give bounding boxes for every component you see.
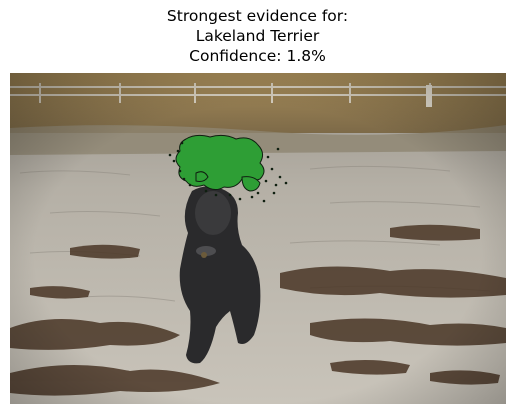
title-line-2: Lakeland Terrier [195,27,320,45]
figure-title: Strongest evidence for: Lakeland Terrier… [0,6,515,66]
beach-photo [10,73,506,404]
title-line-1: Strongest evidence for: [166,7,349,25]
title-line-3: Confidence: 1.8% [189,47,326,65]
saliency-image [10,73,506,404]
